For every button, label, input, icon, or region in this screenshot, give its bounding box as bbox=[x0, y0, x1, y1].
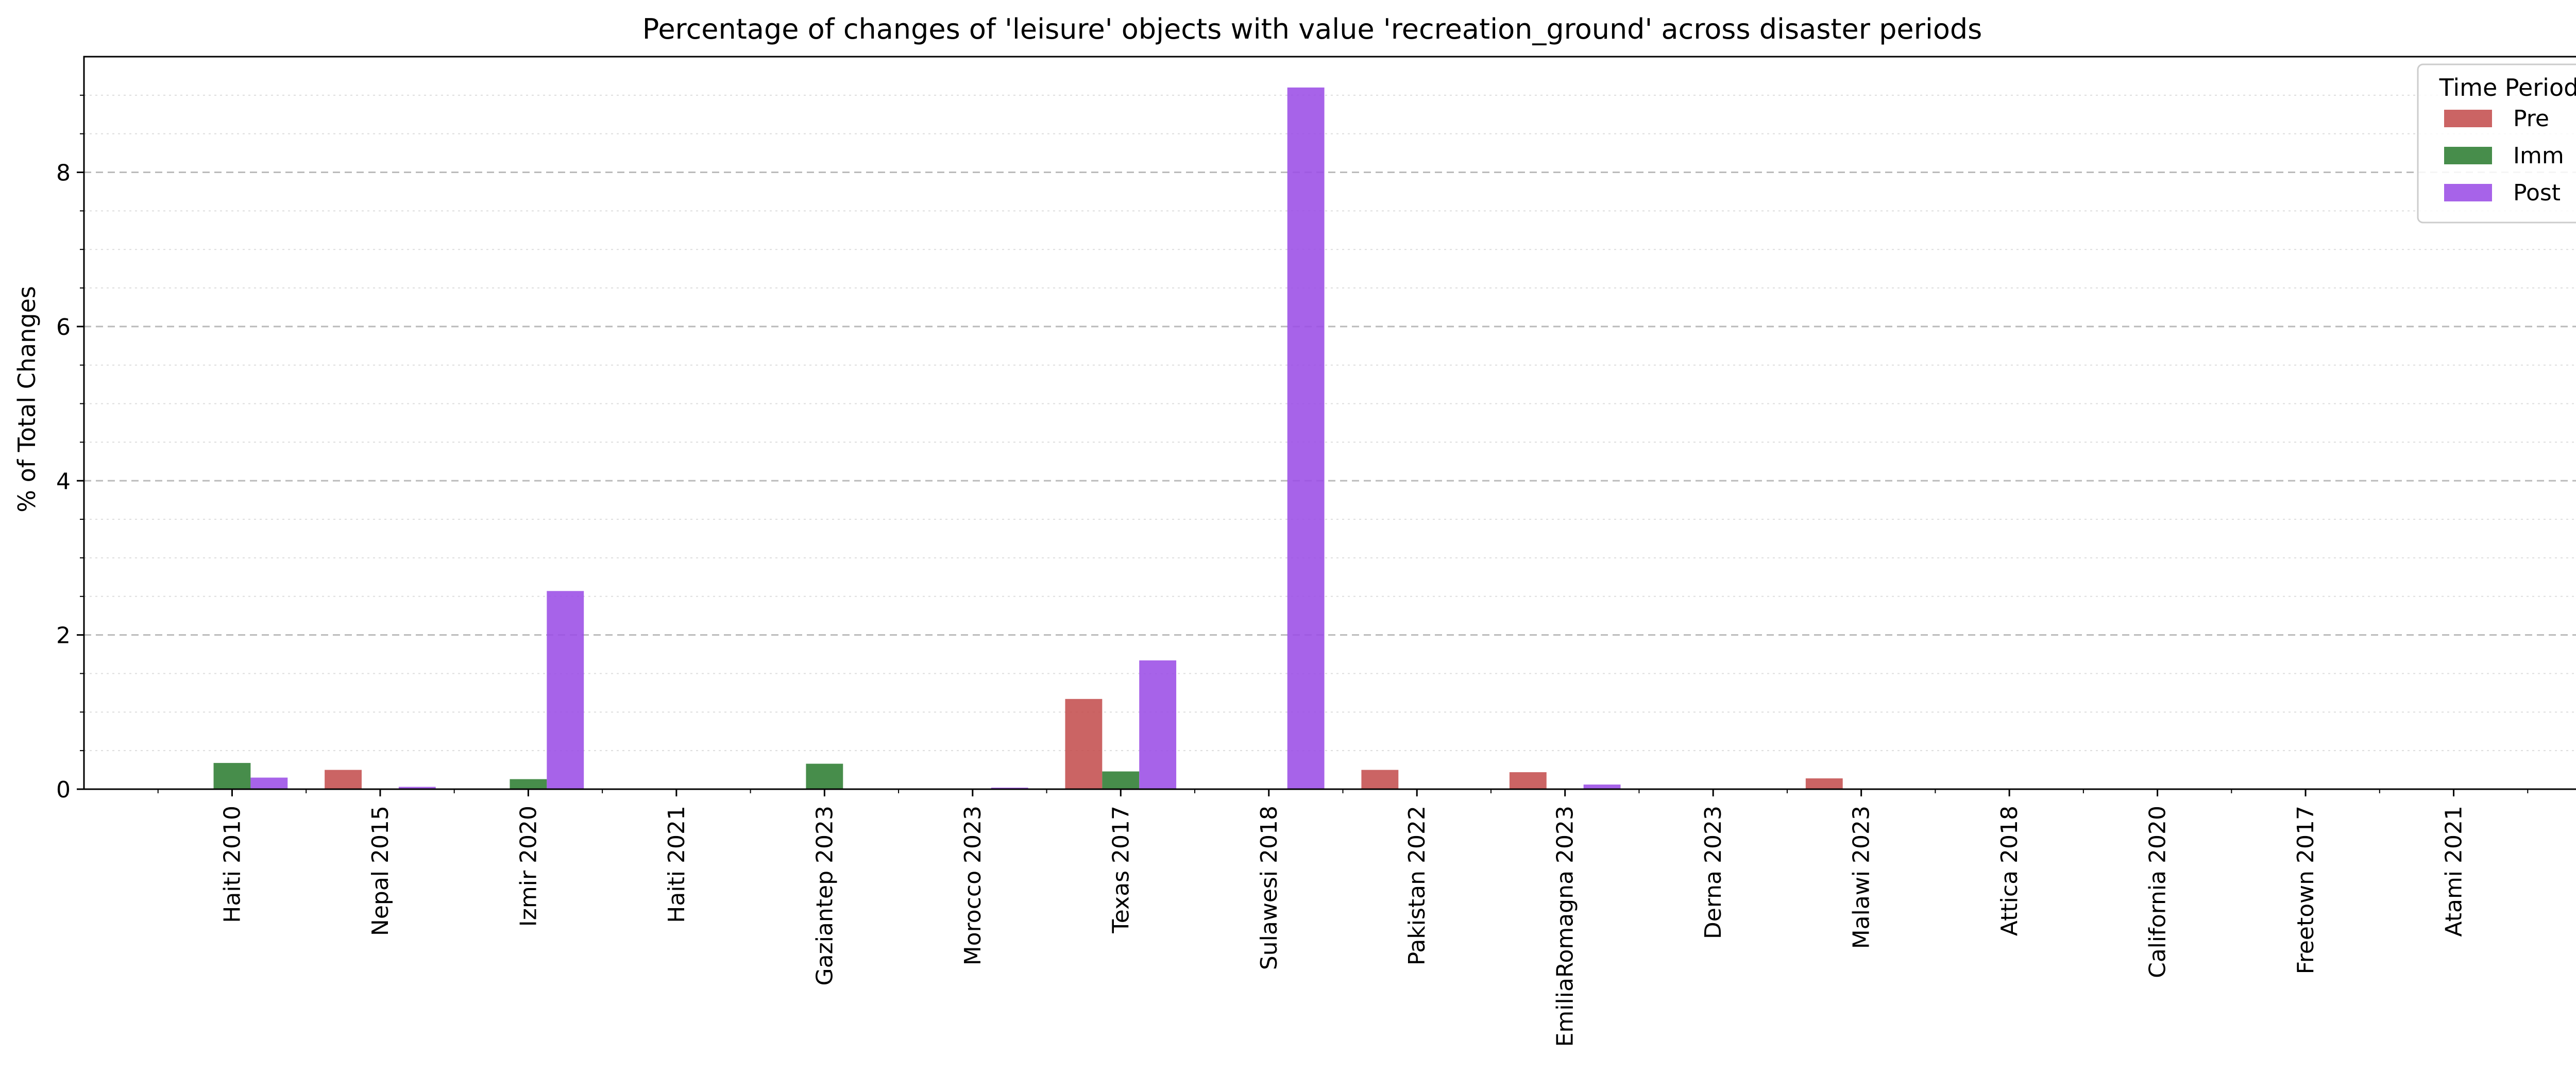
axes: 0 2 4 6 8 Haiti 2010 Nepal 2015 Izmir 2020 Haiti… bbox=[56, 56, 2576, 1047]
bar-imm bbox=[806, 763, 843, 789]
x-tick-label: Gaziantep 2023 bbox=[811, 806, 838, 985]
x-tick-label: Malawi 2023 bbox=[1849, 806, 1875, 949]
legend-title: Time Period bbox=[2439, 74, 2576, 101]
x-tick-label: Izmir 2020 bbox=[515, 806, 541, 927]
bar-imm bbox=[213, 763, 251, 789]
bar-pre bbox=[1509, 772, 1547, 789]
plot-frame bbox=[83, 56, 2576, 790]
legend-swatch-post bbox=[2444, 184, 2492, 201]
legend: Time Period Pre Imm Post bbox=[2417, 63, 2576, 224]
x-tick-label: Atami 2021 bbox=[2441, 806, 2467, 937]
chart-title: Percentage of changes of 'leisure' objec… bbox=[642, 13, 1982, 45]
y-axis-label: % of Total Changes bbox=[13, 286, 41, 512]
x-tick-label: Pakistan 2022 bbox=[1404, 806, 1430, 965]
x-tick-label: Derna 2023 bbox=[1700, 806, 1726, 939]
x-tick-label: Nepal 2015 bbox=[367, 806, 394, 936]
bar-post bbox=[547, 591, 584, 789]
legend-swatch-imm bbox=[2444, 147, 2492, 164]
gridlines bbox=[84, 94, 2576, 752]
y-tick-label: 8 bbox=[56, 160, 71, 186]
bar-pre bbox=[1361, 770, 1399, 789]
legend-swatch-pre bbox=[2444, 110, 2492, 127]
y-tick-label: 2 bbox=[56, 623, 71, 649]
bar-post bbox=[250, 777, 288, 789]
bar-pre bbox=[1805, 778, 1843, 789]
bar-imm bbox=[510, 779, 547, 789]
bar-pre bbox=[1065, 699, 1103, 789]
x-tick-label: EmiliaRomagna 2023 bbox=[1552, 806, 1579, 1047]
x-tick-label: California 2020 bbox=[2145, 806, 2171, 978]
y-tick-label: 4 bbox=[56, 468, 71, 495]
bar-post bbox=[1583, 785, 1621, 789]
legend-label-pre: Pre bbox=[2513, 106, 2549, 132]
bars bbox=[213, 87, 1843, 790]
bar-pre bbox=[325, 770, 362, 789]
bar-imm bbox=[1102, 771, 1140, 789]
y-tick-label: 0 bbox=[56, 777, 71, 803]
x-tick-label: Haiti 2010 bbox=[219, 806, 245, 923]
bar-post bbox=[398, 787, 436, 789]
x-tick-label: Sulawesi 2018 bbox=[1256, 806, 1282, 970]
x-tick-label: Freetown 2017 bbox=[2293, 806, 2319, 974]
x-tick-label: Haiti 2021 bbox=[664, 806, 690, 923]
x-tick-label: Morocco 2023 bbox=[960, 806, 986, 965]
bar-post bbox=[1139, 660, 1177, 789]
x-tick-label: Texas 2017 bbox=[1108, 806, 1134, 934]
legend-label-imm: Imm bbox=[2513, 143, 2564, 169]
legend-frame bbox=[2417, 63, 2576, 224]
bar-post bbox=[1287, 87, 1325, 790]
legend-label-post: Post bbox=[2513, 180, 2561, 206]
y-tick-label: 6 bbox=[56, 314, 71, 340]
x-tick-label: Attica 2018 bbox=[1996, 806, 2023, 936]
